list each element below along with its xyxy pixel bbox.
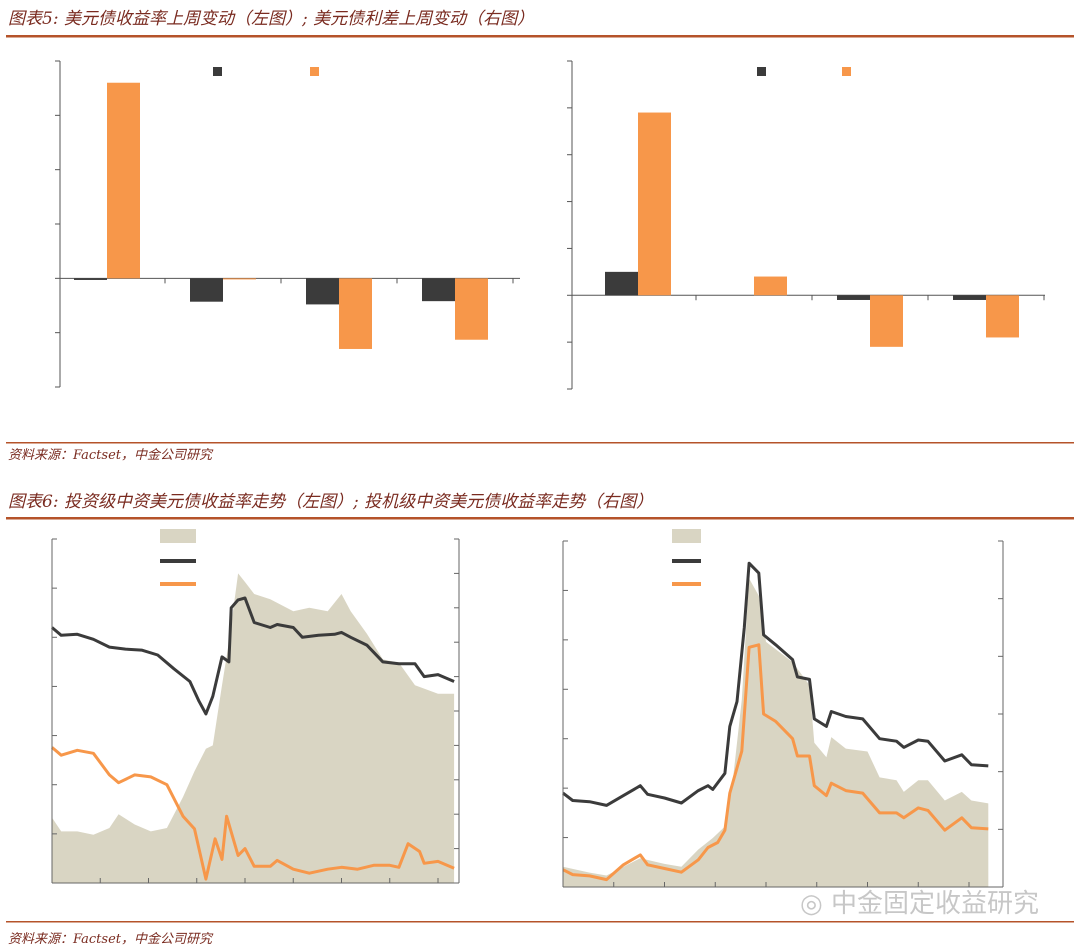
legend-swatch xyxy=(310,67,319,76)
legend-swatch xyxy=(160,529,196,543)
bar-hy xyxy=(223,278,256,280)
title-rule xyxy=(6,35,1074,38)
bar-hy xyxy=(107,82,140,279)
bar-hy xyxy=(986,295,1019,338)
line-chart-ig-yield xyxy=(51,529,460,884)
watermark-logo: ◎ 中金固定收益研究 xyxy=(800,889,1039,919)
bar-ig xyxy=(422,278,455,302)
diff-line xyxy=(562,643,989,882)
bar-hy xyxy=(754,276,787,296)
bar-ig xyxy=(74,278,107,280)
bar-chart-spread-change xyxy=(567,60,1045,390)
diff-line xyxy=(51,746,455,881)
legend-swatch xyxy=(672,529,701,543)
bar-ig xyxy=(837,295,870,300)
yield-line xyxy=(51,596,455,716)
line-chart-hy-yield xyxy=(562,529,1004,888)
bar-hy xyxy=(339,278,372,349)
bar-ig xyxy=(605,271,638,296)
bar-ig xyxy=(190,278,223,302)
yield-line xyxy=(562,561,989,807)
legend-swatch xyxy=(842,67,851,76)
figure5-title: 图表5: 美元债收益率上周变动（左图）; 美元债利差上周变动（右图） xyxy=(8,9,534,29)
figure5-source: 资料来源：Factset，中金公司研究 xyxy=(8,447,214,463)
spread-area xyxy=(563,578,989,887)
legend-swatch xyxy=(213,67,222,76)
legend-swatch xyxy=(757,67,766,76)
bar-hy xyxy=(638,112,671,296)
source-rule xyxy=(6,921,1074,923)
figure6-title: 图表6: 投资级中资美元债收益率走势（左图）; 投机级中资美元债收益率走势（右图… xyxy=(8,492,653,512)
bar-hy xyxy=(870,295,903,347)
bar-chart-yield-change xyxy=(55,60,520,388)
spread-area xyxy=(52,573,455,883)
bar-ig xyxy=(306,278,339,305)
bar-ig xyxy=(953,295,986,300)
figure6-source: 资料来源：Factset，中金公司研究 xyxy=(8,931,214,947)
title-rule xyxy=(6,517,1074,520)
source-rule xyxy=(6,442,1074,444)
bar-hy xyxy=(455,278,488,340)
